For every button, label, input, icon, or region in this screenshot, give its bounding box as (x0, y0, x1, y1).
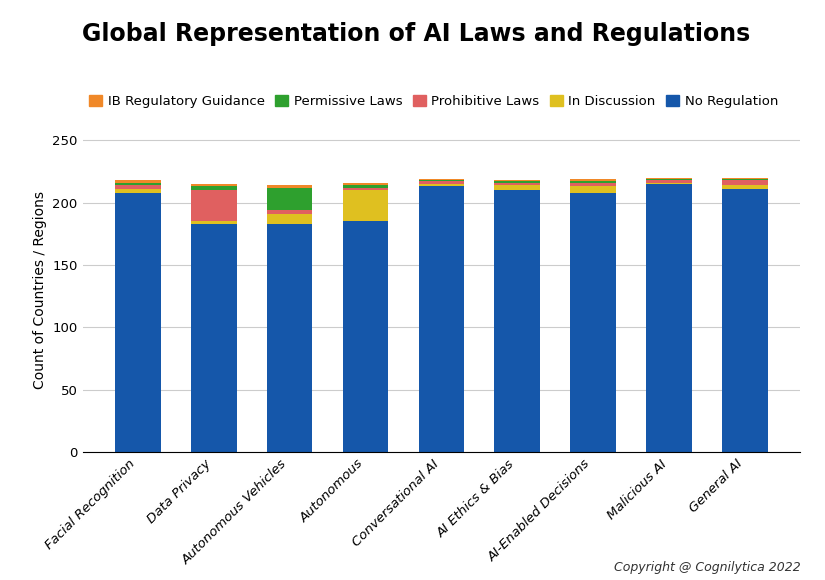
Bar (570, 183, 616, 186)
Bar (342, 183, 389, 185)
Y-axis label: Count of Countries / Regions: Count of Countries / Regions (33, 191, 47, 389)
Bar (191, 184, 237, 186)
Bar (191, 222, 237, 224)
Bar (116, 189, 161, 193)
Bar (266, 214, 313, 224)
Bar (494, 183, 540, 185)
Bar (191, 186, 237, 190)
Bar (418, 184, 464, 186)
Bar (418, 182, 464, 184)
Bar (646, 184, 691, 452)
Bar (494, 185, 540, 190)
Text: Copyright @ Cognilytica 2022: Copyright @ Cognilytica 2022 (614, 561, 800, 574)
Bar (722, 177, 767, 179)
Bar (646, 183, 691, 184)
Bar (722, 185, 767, 189)
Bar (418, 180, 464, 182)
Legend: IB Regulatory Guidance, Permissive Laws, Prohibitive Laws, In Discussion, No Reg: IB Regulatory Guidance, Permissive Laws,… (89, 95, 778, 108)
Bar (722, 180, 767, 185)
Bar (342, 185, 389, 187)
Bar (722, 189, 767, 452)
Bar (494, 182, 540, 183)
Bar (570, 179, 616, 182)
Bar (494, 190, 540, 452)
Bar (570, 193, 616, 452)
Bar (494, 180, 540, 182)
Bar (266, 185, 313, 187)
Bar (570, 186, 616, 193)
Bar (646, 179, 691, 180)
Bar (116, 180, 161, 183)
Bar (342, 187, 389, 190)
Bar (191, 224, 237, 452)
Bar (646, 177, 691, 179)
Bar (266, 187, 313, 210)
Bar (646, 180, 691, 183)
Bar (116, 193, 161, 452)
Bar (570, 182, 616, 183)
Bar (722, 179, 767, 180)
Bar (116, 183, 161, 185)
Bar (116, 185, 161, 189)
Bar (418, 186, 464, 452)
Bar (342, 222, 389, 452)
Bar (266, 210, 313, 214)
Bar (191, 190, 237, 222)
Bar (266, 224, 313, 452)
Text: Global Representation of AI Laws and Regulations: Global Representation of AI Laws and Reg… (82, 23, 751, 46)
Bar (342, 190, 389, 222)
Bar (418, 179, 464, 180)
